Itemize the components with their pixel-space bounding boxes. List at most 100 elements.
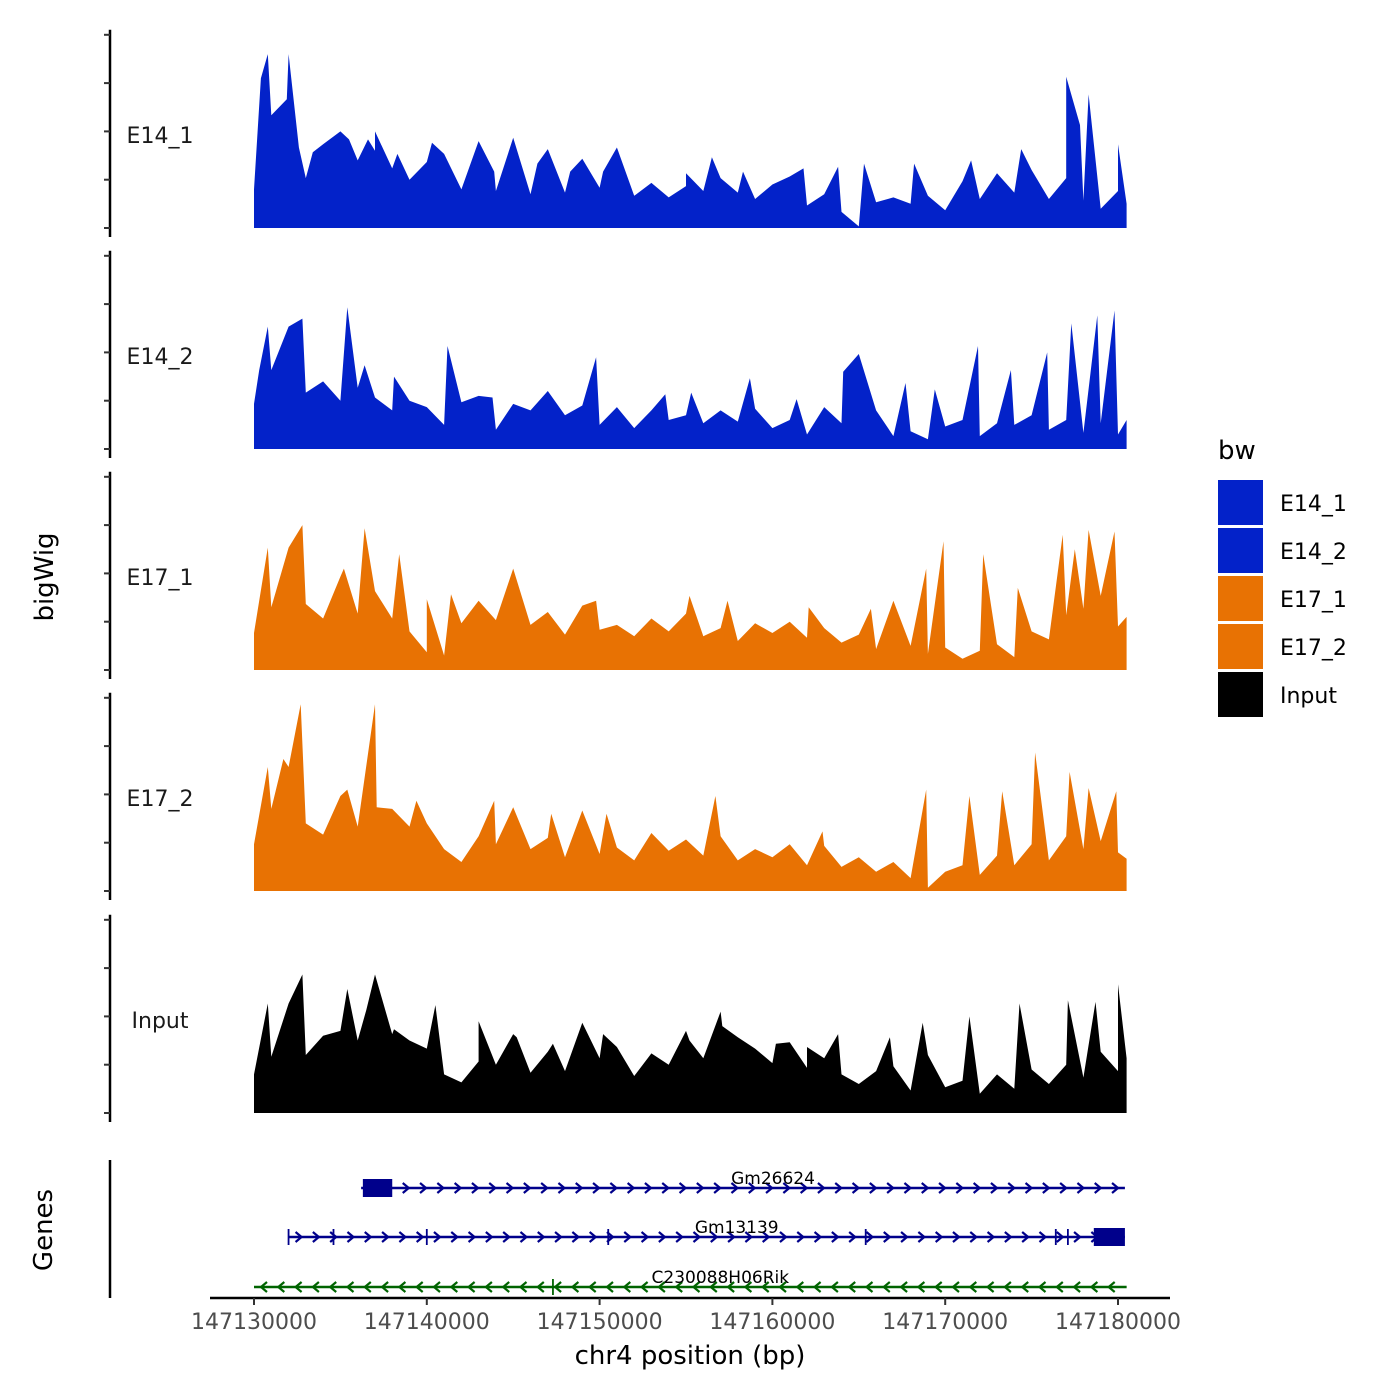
legend-swatch-e14-2 (1218, 528, 1263, 573)
strand-arrow-icon (657, 1281, 666, 1293)
strand-arrow-icon (1037, 1281, 1047, 1293)
legend-title: bw (1218, 436, 1256, 466)
strand-arrow-icon (778, 1281, 787, 1293)
strand-arrow-icon (1004, 1231, 1013, 1243)
gene-gm26624: Gm26624 (361, 1169, 1125, 1197)
strand-arrow-icon (903, 1182, 913, 1194)
exon-block (1093, 1228, 1125, 1246)
legend-swatch-input (1218, 672, 1263, 717)
strand-arrow-icon (696, 1182, 705, 1194)
strand-arrow-icon (730, 1182, 740, 1194)
strand-arrow-icon (869, 1182, 878, 1194)
strand-arrow-icon (311, 1281, 320, 1293)
strand-arrow-icon (502, 1231, 511, 1243)
strand-arrow-icon (414, 1281, 424, 1293)
strand-arrow-icon (1021, 1231, 1030, 1243)
strand-arrow-icon (363, 1281, 372, 1293)
strand-arrow-icon (364, 1231, 373, 1243)
strand-arrow-icon (1042, 1182, 1051, 1194)
x-tick-label: 147180000 (1055, 1310, 1181, 1335)
strand-arrow-icon (864, 1281, 874, 1293)
strand-arrow-icon (883, 1231, 892, 1243)
strand-arrow-icon (471, 1182, 480, 1194)
strand-arrow-icon (346, 1231, 356, 1243)
strand-arrow-icon (419, 1182, 428, 1194)
strand-arrow-icon (968, 1281, 978, 1293)
strand-arrow-icon (293, 1281, 303, 1293)
strand-arrow-icon (622, 1281, 632, 1293)
strand-arrow-icon (587, 1281, 597, 1293)
strand-arrow-icon (415, 1231, 425, 1243)
gene-label: C230088H06Rik (652, 1268, 790, 1288)
strand-arrow-icon (588, 1231, 598, 1243)
track-label: E14_2 (127, 345, 194, 370)
strand-arrow-icon (540, 1182, 549, 1194)
legend-swatch-e17-2 (1218, 624, 1263, 669)
strand-arrow-icon (575, 1182, 584, 1194)
gene-label: Gm13139 (695, 1218, 779, 1238)
strand-arrow-icon (1076, 1182, 1086, 1194)
strand-arrow-icon (886, 1182, 895, 1194)
strand-arrow-icon (882, 1281, 891, 1293)
strand-arrow-icon (675, 1231, 684, 1243)
strand-arrow-icon (847, 1281, 856, 1293)
track-label: E17_1 (127, 566, 194, 591)
track-label: E17_2 (127, 787, 194, 812)
strand-arrow-icon (537, 1231, 546, 1243)
strand-arrow-icon (381, 1231, 390, 1243)
strand-arrow-icon (779, 1231, 788, 1243)
x-tick-label: 147160000 (709, 1310, 835, 1335)
strand-arrow-icon (830, 1281, 839, 1293)
strand-arrow-icon (1038, 1231, 1048, 1243)
strand-arrow-icon (831, 1231, 840, 1243)
strand-arrow-icon (345, 1281, 355, 1293)
strand-arrow-icon (795, 1281, 805, 1293)
strand-arrow-icon (985, 1281, 995, 1293)
track-label: Input (132, 1009, 189, 1034)
strand-arrow-icon (518, 1281, 528, 1293)
strand-arrow-icon (398, 1231, 408, 1243)
strand-arrow-icon (449, 1281, 459, 1293)
strand-arrow-icon (848, 1231, 857, 1243)
strand-arrow-icon (986, 1231, 996, 1243)
strand-arrow-icon (744, 1231, 754, 1243)
strand-arrow-icon (692, 1231, 702, 1243)
strand-arrow-icon (644, 1182, 653, 1194)
strand-arrow-icon (899, 1281, 908, 1293)
track-e17-1: E17_1 (104, 471, 1127, 679)
strand-arrow-icon (938, 1182, 947, 1194)
coverage-area-e17-2 (254, 704, 1127, 891)
strand-arrow-icon (433, 1231, 442, 1243)
strand-arrow-icon (727, 1231, 736, 1243)
strand-arrow-icon (658, 1231, 667, 1243)
strand-arrow-icon (553, 1281, 562, 1293)
strand-arrow-icon (1072, 1281, 1081, 1293)
strand-arrow-icon (402, 1182, 411, 1194)
strand-arrow-icon (1056, 1231, 1065, 1243)
strand-arrow-icon (294, 1231, 304, 1243)
track-e14-1: E14_1 (104, 29, 1127, 237)
coverage-area-e17-1 (254, 525, 1127, 670)
strand-arrow-icon (554, 1231, 563, 1243)
strand-arrow-icon (813, 1231, 823, 1243)
x-axis: 147130000 147140000 147150000 147160000 1471… (191, 1296, 1181, 1335)
y-axis-title: bigWig (30, 532, 60, 621)
strand-arrow-icon (328, 1281, 337, 1293)
strand-arrow-icon (709, 1281, 718, 1293)
strand-arrow-icon (782, 1182, 792, 1194)
strand-arrow-icon (969, 1231, 978, 1243)
coverage-area-e14-2 (254, 307, 1127, 449)
strand-arrow-icon (329, 1231, 338, 1243)
strand-arrow-icon (921, 1182, 930, 1194)
strand-arrow-icon (592, 1182, 601, 1194)
strand-arrow-icon (397, 1281, 407, 1293)
strand-arrow-icon (609, 1182, 619, 1194)
legend-label: E17_1 (1280, 588, 1347, 613)
strand-arrow-icon (933, 1281, 943, 1293)
strand-arrow-icon (519, 1231, 529, 1243)
track-label: E14_1 (127, 124, 194, 149)
strand-arrow-icon (467, 1231, 477, 1243)
legend: bw E14_1 E14_2 E17_1 E17_2 Input (1218, 436, 1347, 717)
strand-arrow-icon (1106, 1281, 1116, 1293)
